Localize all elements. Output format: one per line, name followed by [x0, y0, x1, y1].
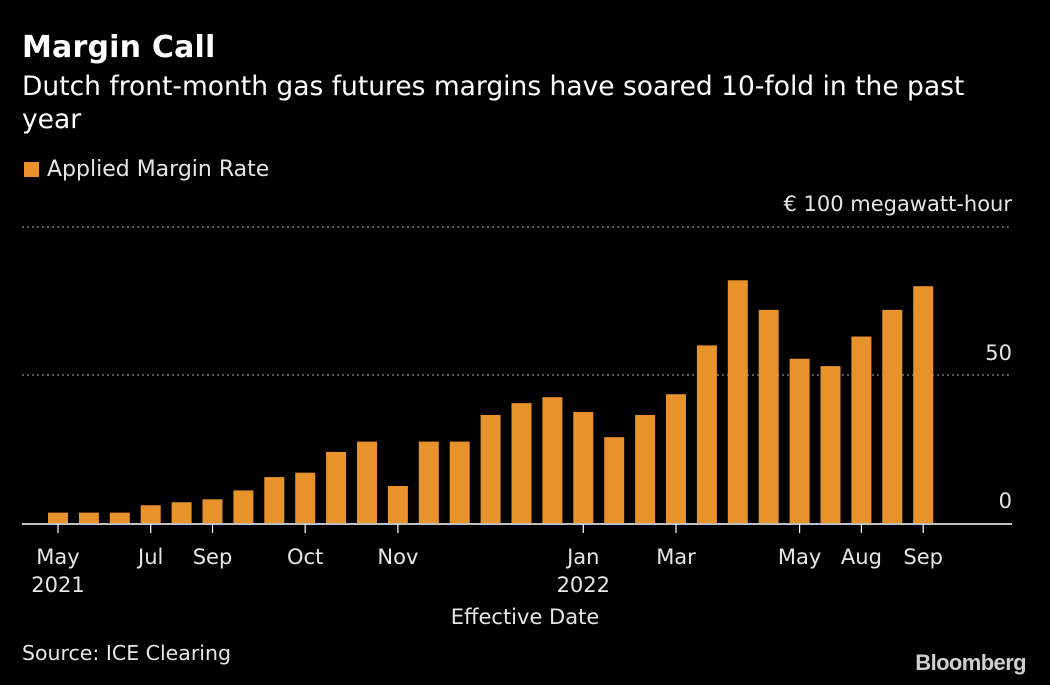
bloomberg-logo: Bloomberg — [915, 650, 1026, 675]
bar — [758, 309, 779, 523]
bar — [202, 499, 223, 523]
x-tick-label: Mar — [656, 545, 696, 569]
y-axis-labels: 0 50 — [985, 341, 1012, 513]
bar — [480, 414, 501, 523]
y-tick-label: 50 — [985, 341, 1012, 365]
legend: Applied Margin Rate — [24, 157, 269, 182]
bar — [542, 397, 563, 523]
bar — [573, 412, 594, 523]
chart-title: Margin Call — [22, 30, 216, 65]
x-tick-label: Jul — [136, 545, 163, 569]
x-axis-title: Effective Date — [451, 605, 600, 629]
bar — [666, 394, 686, 523]
legend-swatch — [24, 162, 39, 177]
legend-label: Applied Margin Rate — [47, 157, 270, 182]
bar — [48, 512, 68, 523]
source-note: Source: ICE Clearing — [22, 641, 231, 665]
x-tick-label: Oct — [287, 545, 323, 569]
bar — [264, 477, 285, 523]
bar — [604, 437, 625, 523]
gridlines — [22, 226, 1012, 376]
y-axis-unit-label: € 100 megawatt-hour — [783, 192, 1012, 216]
bar — [326, 451, 347, 523]
x-tick-label: Nov — [377, 545, 418, 569]
bar — [696, 345, 717, 523]
bar — [820, 366, 841, 523]
x-tick-label: Jan — [565, 545, 599, 569]
bar — [511, 403, 532, 523]
x-tick-sublabel: 2021 — [31, 573, 84, 597]
bar — [387, 486, 408, 523]
bar — [635, 414, 656, 523]
bar — [109, 512, 130, 523]
x-tick-label: May — [36, 545, 79, 569]
bars — [48, 280, 934, 523]
x-tick-label: Aug — [841, 545, 882, 569]
bar — [882, 309, 903, 523]
chart-subtitle: Dutch front-month gas futures margins ha… — [22, 71, 965, 135]
bar — [727, 280, 748, 523]
bar — [418, 441, 439, 523]
bar — [789, 358, 810, 523]
bar — [913, 286, 934, 523]
bar — [171, 502, 192, 523]
y-tick-label: 0 — [999, 489, 1012, 513]
bar — [140, 505, 161, 523]
x-tick-label: Sep — [193, 545, 233, 569]
x-axis-ticks: May 2021 Jul Sep Oct Nov Jan 2022 Mar May Aug Sep — [31, 524, 943, 597]
x-tick-label: May — [778, 545, 821, 569]
bar — [78, 512, 99, 523]
bar — [449, 441, 470, 523]
bar — [357, 441, 377, 523]
bar — [851, 336, 872, 523]
bar — [233, 490, 254, 523]
x-tick-sublabel: 2022 — [557, 573, 610, 597]
bar — [295, 472, 316, 523]
x-tick-label: Sep — [903, 545, 943, 569]
